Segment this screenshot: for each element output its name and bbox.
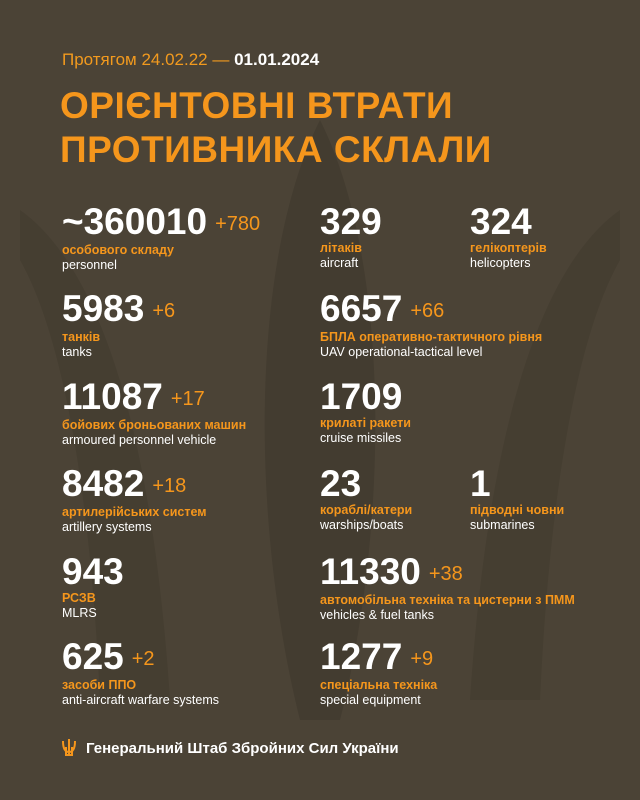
stat-label-ua: засоби ППО: [62, 678, 137, 692]
value: 329: [320, 201, 382, 242]
period: Протягом 24.02.22 — 01.01.2024: [62, 50, 319, 70]
stat-value: 1709: [320, 378, 411, 416]
period-end: 01.01.2024: [234, 50, 320, 69]
stat-delta: +18: [152, 475, 187, 497]
stat-label-en: anti-aircraft warfare systems: [62, 693, 219, 707]
stat-antiaircraft: 625 +2 засоби ППО anti-aircraft warfare sys…: [62, 638, 219, 708]
stat-label-ua: особового складу: [62, 243, 175, 257]
value: 1: [470, 463, 491, 504]
stat-label-ua: РСЗВ: [62, 591, 96, 605]
stat-warshipsboats: 23 кораблі/катери warships/boats: [320, 465, 412, 533]
stat-value: 943: [62, 553, 124, 591]
trident-icon: [62, 739, 76, 756]
stat-label-ua: кораблі/катери: [320, 503, 413, 517]
stat-label-en: UAV operational-tactical level: [320, 345, 483, 359]
stat-cruise: 1709 крилаті ракети cruise missiles: [320, 378, 411, 446]
stat-label-ua: танків: [62, 330, 101, 344]
stat-vehicles: 11330 +38 автомобільна техніка та цистерни…: [320, 553, 575, 623]
value: 11087: [62, 376, 163, 417]
stat-delta: +9: [410, 648, 434, 670]
value: 943: [62, 551, 124, 592]
value: 11330: [320, 551, 421, 592]
stat-special: 1277 +9 спеціальна техніка special equipmen…: [320, 638, 437, 708]
stat-label-ua: бойових броньованих машин: [62, 418, 247, 432]
stat-label-ua: літаків: [320, 241, 362, 255]
stat-label-en: submarines: [470, 518, 535, 532]
stat-submarines: 1 підводні човни submarines: [470, 465, 564, 533]
value: 625: [62, 636, 124, 677]
stat-delta: +780: [215, 213, 261, 235]
stat-delta: +66: [410, 300, 445, 322]
stat-armoured: 11087 +17 бойових броньованих машин armoure…: [62, 378, 246, 448]
value: 324: [470, 201, 532, 242]
stat-label-en: tanks: [62, 345, 92, 359]
stat-label-en: MLRS: [62, 606, 97, 620]
stat-label-ua: артилерійських систем: [62, 505, 207, 519]
stat-label-ua: крилаті ракети: [320, 416, 411, 430]
value: 1277: [320, 636, 403, 677]
stat-delta: +6: [152, 300, 176, 322]
value: 1709: [320, 376, 403, 417]
value: 6657: [320, 288, 403, 329]
stat-delta: +17: [170, 388, 205, 410]
footer: Генеральний Штаб Збройних Сил України: [62, 738, 399, 758]
stat-label-ua: спеціальна техніка: [320, 678, 438, 692]
stat-value: 324: [470, 203, 547, 241]
value: 5983: [62, 288, 145, 329]
stat-delta: +2: [131, 648, 155, 670]
value: 8482: [62, 463, 145, 504]
stat-label-en: artillery systems: [62, 520, 152, 534]
stat-label-en: armoured personnel vehicle: [62, 433, 217, 447]
stat-label-en: aircraft: [320, 256, 359, 270]
stat-delta: +38: [428, 563, 463, 585]
stat-value: 8482 +18: [62, 465, 207, 505]
stat-label-en: warships/boats: [320, 518, 404, 532]
stat-tanks: 5983 +6 танків tanks: [62, 290, 175, 360]
stat-label-ua: автомобільна техніка та цистерни з ПММ: [320, 593, 575, 607]
title-line-2: ПРОТИВНИКА СКЛАЛИ: [60, 129, 492, 170]
stat-label-en: special equipment: [320, 693, 421, 707]
stat-helicopters: 324 гелікоптерів helicopters: [470, 203, 547, 271]
stat-value: 329: [320, 203, 382, 241]
value: ~360010: [62, 201, 208, 242]
stat-value: 11087 +17: [62, 378, 246, 418]
stat-artillery: 8482 +18 артилерійських систем artillery sy…: [62, 465, 207, 535]
stat-label-ua: гелікоптерів: [470, 241, 547, 255]
stat-value: 1: [470, 465, 564, 503]
stat-personnel: ~360010 +780 особового складу personnel: [62, 203, 260, 273]
stat-label-en: cruise missiles: [320, 431, 402, 445]
stat-value: 23: [320, 465, 412, 503]
stat-label-en: vehicles & fuel tanks: [320, 608, 434, 622]
stat-value: ~360010 +780: [62, 203, 260, 243]
stat-value: 11330 +38: [320, 553, 575, 593]
stat-label-ua: БПЛА оперативно-тактичного рівня: [320, 330, 543, 344]
page-title: ОРІЄНТОВНІ ВТРАТИ ПРОТИВНИКА СКЛАЛИ: [60, 84, 492, 172]
title-line-1: ОРІЄНТОВНІ ВТРАТИ: [60, 85, 454, 126]
value: 23: [320, 463, 362, 504]
stat-value: 625 +2: [62, 638, 219, 678]
stat-value: 5983 +6: [62, 290, 175, 330]
stat-uav: 6657 +66 БПЛА оперативно-тактичного рівня U…: [320, 290, 542, 360]
stat-aircraft: 329 літаків aircraft: [320, 203, 382, 271]
organization-name: Генеральний Штаб Збройних Сил України: [86, 739, 399, 757]
stat-label-en: personnel: [62, 258, 117, 272]
stat-label-ua: підводні човни: [470, 503, 565, 517]
stat-value: 6657 +66: [320, 290, 542, 330]
stat-mlrs: 943 РСЗВ MLRS: [62, 553, 124, 621]
period-start: Протягом 24.02.22 —: [62, 50, 230, 69]
stat-value: 1277 +9: [320, 638, 437, 678]
stat-label-en: helicopters: [470, 256, 531, 270]
